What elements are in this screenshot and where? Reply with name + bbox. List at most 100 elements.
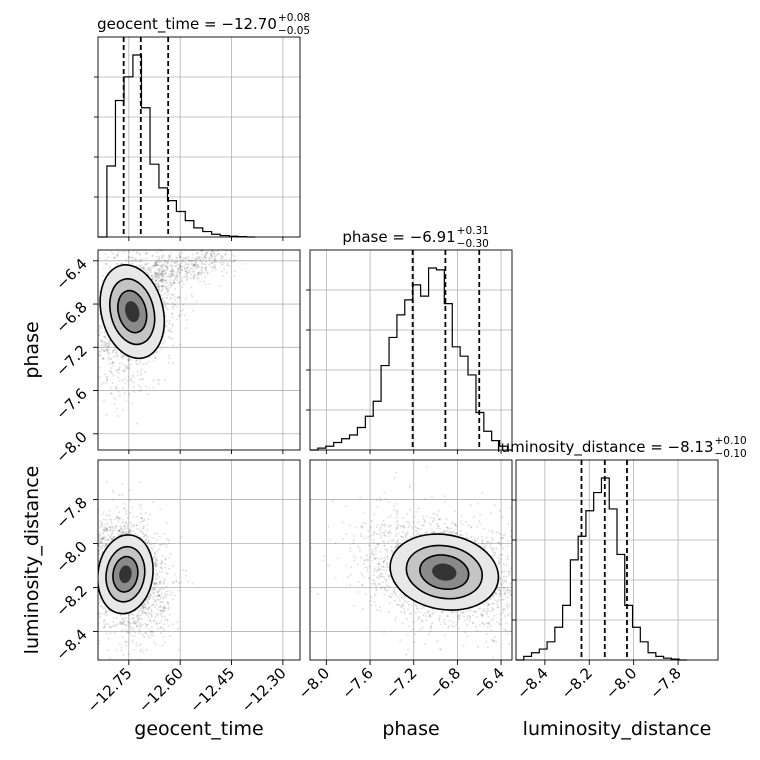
sample-point: [150, 231, 152, 233]
sample-point: [99, 339, 102, 342]
sample-point: [127, 393, 130, 396]
sample-point: [91, 530, 93, 532]
sample-point: [169, 337, 172, 339]
sample-point: [121, 362, 124, 365]
sample-point: [210, 250, 213, 253]
sample-point: [104, 518, 107, 521]
sample-point: [166, 267, 169, 270]
sample-point: [140, 530, 143, 533]
sample-point: [224, 258, 227, 261]
sample-point: [405, 537, 408, 540]
sample-point: [197, 271, 200, 274]
sample-point: [131, 506, 134, 509]
sample-point: [155, 255, 158, 258]
sample-point: [131, 613, 134, 616]
sample-point: [142, 520, 145, 523]
sample-point: [156, 246, 158, 248]
sample-point: [99, 525, 102, 528]
sample-point: [86, 580, 88, 582]
sample-point: [133, 241, 135, 243]
sample-point: [125, 400, 128, 403]
sample-point: [121, 493, 124, 496]
sample-point: [159, 544, 162, 547]
sample-point: [166, 286, 169, 289]
sample-point: [164, 282, 166, 285]
sample-point: [158, 289, 161, 292]
sample-point: [91, 578, 93, 580]
sample-point: [186, 257, 189, 260]
sample-point: [200, 250, 203, 253]
sample-point: [155, 351, 158, 354]
sample-point: [162, 263, 165, 266]
sample-point: [169, 252, 172, 255]
sample-point: [171, 294, 174, 296]
sample-point: [145, 263, 148, 266]
sample-point: [481, 610, 484, 613]
sample-point: [196, 257, 199, 260]
sample-point: [109, 528, 111, 531]
sample-point: [166, 601, 169, 604]
sample-point: [161, 296, 164, 299]
sample-point: [133, 259, 136, 262]
sample-point: [128, 489, 131, 491]
sample-point: [172, 344, 175, 347]
sample-point: [98, 613, 101, 616]
sample-point: [104, 538, 107, 541]
sample-point: [129, 512, 132, 514]
sample-point: [142, 607, 145, 609]
sample-point: [109, 529, 112, 532]
sample-point: [376, 546, 379, 548]
sample-point: [153, 591, 155, 594]
sample-point: [85, 330, 87, 332]
sample-point: [98, 549, 101, 552]
sample-point: [144, 632, 147, 635]
sample-point: [135, 359, 138, 362]
sample-point: [189, 260, 191, 262]
sample-point: [112, 349, 115, 352]
sample-point: [165, 543, 168, 546]
sample-point: [103, 626, 106, 629]
sample-point: [397, 532, 400, 535]
sample-point: [153, 552, 156, 555]
sample-point: [88, 306, 90, 308]
sample-point: [220, 262, 223, 265]
sample-point: [103, 350, 106, 353]
sample-point: [102, 537, 105, 540]
sample-point: [168, 254, 171, 257]
sample-point: [173, 278, 176, 281]
sample-point: [185, 327, 187, 330]
sample-point: [88, 360, 90, 362]
sample-point: [153, 584, 156, 586]
sample-point: [124, 531, 127, 534]
sample-point: [109, 367, 112, 369]
sample-point: [134, 622, 137, 625]
sample-point: [216, 260, 218, 263]
sample-point: [91, 600, 93, 602]
sample-point: [112, 529, 115, 532]
sample-point: [473, 538, 476, 540]
sample-point: [95, 566, 97, 568]
sample-point: [152, 587, 155, 590]
sample-point: [171, 330, 174, 333]
sample-point: [157, 277, 160, 280]
sample-point: [160, 606, 163, 609]
sample-point: [373, 579, 376, 582]
sample-point: [146, 268, 149, 271]
sample-point: [159, 583, 161, 586]
sample-point: [155, 264, 158, 267]
sample-point: [139, 219, 141, 221]
sample-point: [168, 273, 171, 276]
sample-point: [136, 615, 139, 617]
sample-point: [164, 664, 166, 666]
sample-point: [80, 578, 82, 580]
sample-point: [361, 525, 364, 528]
sample-point: [156, 614, 159, 617]
sample-point: [226, 262, 229, 265]
sample-point: [185, 574, 188, 577]
sample-point: [106, 350, 109, 353]
sample-point: [156, 583, 158, 586]
sample-point: [201, 266, 204, 269]
sample-point: [164, 260, 167, 263]
sample-point: [161, 254, 164, 257]
sample-point: [118, 529, 121, 532]
